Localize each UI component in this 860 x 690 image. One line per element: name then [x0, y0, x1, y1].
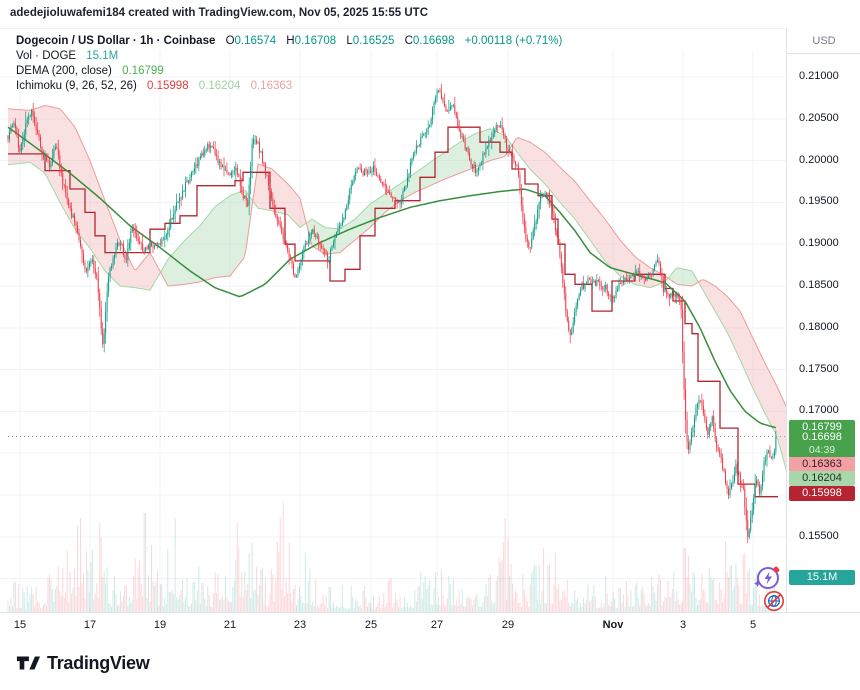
blocked-globe-icon[interactable]	[763, 590, 785, 612]
price-badge-leada: 0.16204	[789, 470, 855, 486]
price-axis-label: 0.18000	[799, 320, 839, 333]
price-axis-label: 0.17000	[799, 404, 839, 417]
currency-cell: USD	[787, 28, 860, 54]
close-value: 0.16698	[412, 35, 455, 47]
attribution-text: adedejioluwafemi184 created with Trading…	[10, 7, 428, 19]
volume-badge: 15.1M	[789, 569, 855, 585]
price-axis-label: 0.18500	[799, 279, 839, 291]
ichimoku-lead-a-line	[7, 128, 786, 471]
close-label: C	[404, 35, 413, 47]
price-axis-label: 0.15500	[799, 529, 839, 542]
volume-value: 15.1M	[86, 50, 119, 62]
price-axis-label: 0.19000	[799, 237, 839, 250]
price-chart[interactable]	[0, 29, 786, 613]
dema-label: DEMA (200, close)	[16, 65, 112, 77]
time-axis-label: 23	[293, 619, 307, 631]
candle-bodies-down	[7, 90, 772, 538]
dema-value: 0.16799	[122, 65, 164, 77]
time-axis-label: 19	[153, 619, 167, 631]
ichimoku-base-line	[8, 126, 778, 498]
footer: TradingView	[0, 640, 860, 690]
chart-canvas[interactable]: Dogecoin / US Dollar · 1h · Coinbase O0.…	[0, 28, 786, 613]
time-axis-label: 27	[430, 619, 444, 631]
high-value: 0.16708	[294, 35, 337, 47]
time-axis-label: 15	[13, 619, 27, 631]
time-axis-label: 25	[364, 619, 378, 631]
price-axis-label: 0.17500	[799, 362, 839, 375]
ichimoku-base-value: 0.15998	[147, 80, 189, 92]
time-axis-label: Nov	[602, 619, 624, 631]
price-axis-label: 0.20000	[799, 153, 839, 166]
price-badge-last: 0.16698 04:39	[789, 430, 855, 458]
time-axis-label: 21	[223, 619, 237, 631]
time-axis-label: 17	[83, 619, 97, 631]
volume-bars-up	[8, 513, 777, 613]
volume-bars-down	[7, 501, 772, 613]
high-label: H	[286, 35, 295, 47]
legend-volume-row[interactable]: Vol · DOGE 15.1M	[16, 49, 562, 64]
tradingview-logo[interactable]: TradingView	[16, 651, 150, 675]
time-axis-label: 29	[501, 619, 515, 631]
ichimoku-leada-value: 0.16204	[198, 80, 241, 92]
legend-dema-row[interactable]: DEMA (200, close) 0.16799	[16, 64, 562, 79]
usd-currency-label: USD	[812, 34, 836, 47]
dema-line	[7, 126, 777, 429]
time-axis-label: 3	[679, 619, 687, 631]
ichimoku-leadb-value: 0.16363	[250, 80, 293, 92]
tradingview-logo-icon	[16, 656, 40, 670]
symbol-title[interactable]: Dogecoin / US Dollar · 1h · Coinbase	[16, 35, 216, 47]
volume-label: Vol · DOGE	[16, 50, 77, 62]
low-value: 0.16525	[352, 35, 395, 47]
price-badge-kijun: 0.15998	[789, 485, 855, 501]
price-axis-label: 0.21000	[799, 70, 839, 82]
open-value: 0.16574	[234, 35, 277, 47]
legend: Dogecoin / US Dollar · 1h · Coinbase O0.…	[16, 34, 562, 94]
ichimoku-cloud-bullish	[160, 128, 698, 286]
legend-ichimoku-row[interactable]: Ichimoku (9, 26, 52, 26) 0.15998 0.16204…	[16, 79, 562, 94]
price-axis-label: 0.20500	[799, 111, 839, 124]
change-value: +0.00118 (+0.71%)	[464, 35, 563, 47]
price-axis[interactable]: USD 0.21000 0.20500 0.20000 0.19500 0.19000 0…	[786, 28, 860, 640]
open-label: O	[225, 35, 235, 47]
legend-symbol-row[interactable]: Dogecoin / US Dollar · 1h · Coinbase O0.…	[16, 34, 562, 49]
ichimoku-label: Ichimoku (9, 26, 52, 26)	[16, 80, 137, 92]
candle-bodies-up	[8, 90, 777, 538]
price-badge-leadb: 0.16363	[789, 456, 855, 472]
tradingview-brand-text: TradingView	[47, 652, 150, 673]
candle-wicks-down	[7, 83, 772, 544]
time-axis-label: 5	[749, 619, 757, 631]
time-axis[interactable]: 15 17 19 21 23 25 27 29 Nov 3 5	[0, 612, 860, 641]
flash-boost-icon[interactable]	[752, 563, 782, 593]
price-axis-label: 0.19500	[799, 195, 839, 208]
low-label: L	[346, 35, 353, 47]
candle-wicks-up	[9, 88, 777, 540]
